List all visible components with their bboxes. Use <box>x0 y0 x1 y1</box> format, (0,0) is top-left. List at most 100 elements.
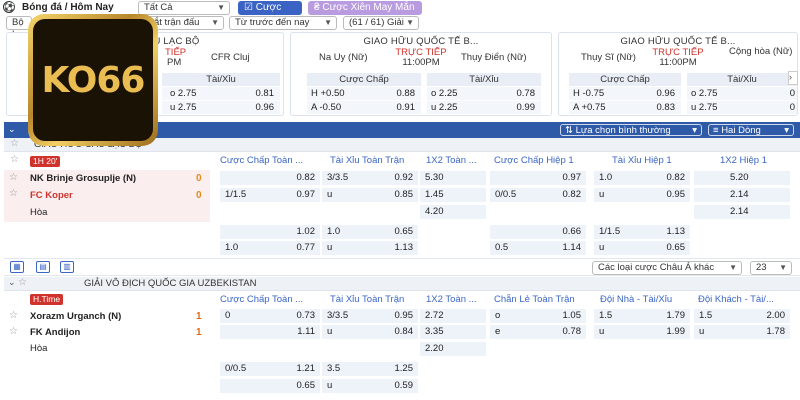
odds-cell[interactable]: u 0.95 <box>594 188 690 202</box>
odds-cell[interactable]: 2.14 <box>694 188 790 202</box>
odds-cell[interactable]: 3/3.5 0.95 <box>322 309 418 323</box>
home-team: Na Uy (Nữ) <box>319 52 368 63</box>
live-time-badge: 1H 20' <box>30 156 61 167</box>
odds-cell[interactable]: 0.97 <box>490 171 586 185</box>
odds-cell[interactable]: u 1.78 <box>694 325 790 339</box>
home-score: 1 <box>196 311 202 322</box>
odds-cell[interactable]: 5.30 <box>420 171 486 185</box>
col-header: Tài Xỉu Toàn Trận <box>330 294 405 305</box>
odds-cell[interactable]: u 2.75 0.96 <box>162 101 280 114</box>
lucky-combo-button[interactable]: ₴ Cược Xiên May Mắn <box>308 1 422 15</box>
live-match-card-3[interactable]: GIAO HỮU QUỐC TẾ B... TRỰC TIẾP 11:00PM … <box>558 32 798 116</box>
odds-cell[interactable]: 2.14 <box>694 205 790 219</box>
sport-select[interactable]: Tất Cả ▼ <box>138 1 230 15</box>
odds-cell[interactable]: 1.11 <box>220 325 320 339</box>
sort-select[interactable]: ⇅ Lựa chọn bình thường ▾ <box>560 124 702 136</box>
away-team: Thụy Điển (Nữ) <box>461 52 527 63</box>
match-time: PM <box>167 57 182 68</box>
live-match-card-2[interactable]: GIAO HỮU QUỐC TẾ B... TRỰC TIẾP 11:00PM … <box>290 32 552 116</box>
odds-cell[interactable]: o 2.25 0.78 <box>427 87 541 100</box>
market-label: Tài/Xỉu <box>427 73 541 86</box>
odds-cell[interactable]: H +0.50 0.88 <box>307 87 421 100</box>
odds-cell[interactable]: 1.0 0.65 <box>322 225 418 239</box>
odds-cell[interactable]: 3.35 <box>420 325 486 339</box>
col-header: Đội Khách - Tài/... <box>698 294 774 305</box>
chevron-down-icon: ▼ <box>406 18 414 27</box>
chevron-down-icon: ▼ <box>217 3 225 12</box>
odds-cell[interactable]: e 0.78 <box>490 325 586 339</box>
next-arrow-icon[interactable]: › <box>788 71 798 85</box>
odds-cell[interactable]: u 2.75 0 <box>687 101 797 114</box>
league-header[interactable]: ⌄ ☆ GIẢI VÔ ĐỊCH QUỐC GIA UZBEKISTAN <box>4 277 800 291</box>
col-header: Cược Chấp Hiệp 1 <box>494 155 574 166</box>
odds-cell[interactable]: 0.65 <box>220 379 320 393</box>
match-teams-panel: ☆ Xorazm Urganch (N) 1 ☆ FK Andijon 1 Hò… <box>4 308 210 360</box>
odds-cell[interactable]: u 0.84 <box>322 325 418 339</box>
odds-cell[interactable]: u 1.99 <box>594 325 690 339</box>
away-score: 0 <box>196 190 202 201</box>
live-label: TRỰC TIẾP <box>395 47 447 58</box>
logo-text: KO66 <box>33 19 153 141</box>
star-icon[interactable]: ☆ <box>9 172 18 183</box>
odds-cell[interactable]: 5.20 <box>694 171 790 185</box>
odds-cell[interactable]: o 1.05 <box>490 309 586 323</box>
time-filter-select[interactable]: Từ trước đến nay ▼ <box>229 16 337 30</box>
combo-bet-button[interactable]: ☑ Cược Xiên <box>238 1 302 27</box>
collapse-icon[interactable]: ⌄ <box>8 124 16 134</box>
odds-cell[interactable]: 0 0.73 <box>220 309 320 323</box>
star-icon[interactable]: ☆ <box>9 310 18 321</box>
match-filter-select[interactable]: ắt trận đấu ▼ <box>148 16 224 30</box>
dollar-icon: ₴ <box>314 2 323 13</box>
sort-icon: ⇅ <box>565 125 576 136</box>
odds-cell[interactable]: 1.02 <box>220 225 320 239</box>
star-icon[interactable]: ☆ <box>9 188 18 199</box>
odds-cell[interactable]: 1.0 0.77 <box>220 241 320 255</box>
draw-label: Hòa <box>30 207 48 218</box>
odds-cell[interactable]: 0.5 1.14 <box>490 241 586 255</box>
odds-cell[interactable]: u 0.85 <box>322 188 418 202</box>
field-icon[interactable]: ▤ <box>36 261 50 273</box>
grid-icon[interactable]: ▦ <box>10 261 24 273</box>
star-icon[interactable]: ☆ <box>10 138 19 149</box>
match-time: 11:00PM <box>659 57 697 68</box>
odds-cell[interactable]: 3/3.5 0.92 <box>322 171 418 185</box>
odds-cell[interactable]: 1.5 2.00 <box>694 309 790 323</box>
odds-cell[interactable]: o 2.75 0.81 <box>162 87 280 100</box>
star-icon[interactable]: ☆ <box>9 326 18 337</box>
odds-cell[interactable]: 1.5 1.79 <box>594 309 690 323</box>
half-time-badge: H.Time <box>30 294 64 305</box>
star-icon[interactable]: ☆ <box>18 277 27 288</box>
odds-cell[interactable]: H -0.75 0.96 <box>569 87 681 100</box>
odds-cell[interactable]: 1/1.5 0.97 <box>220 188 320 202</box>
stats-icon[interactable]: ▥ <box>60 261 74 273</box>
odds-cell[interactable]: u 1.13 <box>322 241 418 255</box>
odds-cell[interactable]: A +0.75 0.83 <box>569 101 681 114</box>
chevron-down-icon: ▼ <box>779 263 787 272</box>
odds-cell[interactable]: o 2.75 0 <box>687 87 797 100</box>
col-header: Đội Nhà - Tài/Xỉu <box>600 294 673 305</box>
odds-cell[interactable]: 3.5 1.25 <box>322 362 418 376</box>
odds-cell[interactable]: 2.20 <box>420 342 486 356</box>
odds-cell[interactable]: A -0.50 0.91 <box>307 101 421 114</box>
bet-type-select[interactable]: Các loại cược Châu Á khác ▼ <box>592 261 742 275</box>
odds-cell[interactable]: 4.20 <box>420 205 486 219</box>
odds-cell[interactable]: u 2.25 0.99 <box>427 101 541 114</box>
col-header: 1X2 Toàn ... <box>426 155 477 166</box>
odds-cell[interactable]: u 0.65 <box>594 241 690 255</box>
league-count-select[interactable]: (61 / 61) Giải ▼ <box>343 16 419 30</box>
soccer-ball-icon: ⚽ <box>3 1 16 13</box>
odds-cell[interactable]: 0.66 <box>490 225 586 239</box>
odds-cell[interactable]: 0/0.5 0.82 <box>490 188 586 202</box>
collapse-icon[interactable]: ⌄ <box>8 277 16 287</box>
lines-select[interactable]: ≡ Hai Dòng ▾ <box>708 124 794 136</box>
odds-cell[interactable]: u 0.59 <box>322 379 418 393</box>
odds-cell[interactable]: 1.0 0.82 <box>594 171 690 185</box>
odds-cell[interactable]: 1.45 <box>420 188 486 202</box>
odds-cell[interactable]: 2.72 <box>420 309 486 323</box>
odds-cell[interactable]: 0/0.5 1.21 <box>220 362 320 376</box>
star-icon[interactable]: ☆ <box>10 154 19 165</box>
more-count-select[interactable]: 23 ▼ <box>750 261 792 275</box>
odds-cell[interactable]: 0.82 <box>220 171 320 185</box>
odds-cell[interactable]: 1/1.5 1.13 <box>594 225 690 239</box>
chevron-down-icon: ▼ <box>729 263 737 272</box>
